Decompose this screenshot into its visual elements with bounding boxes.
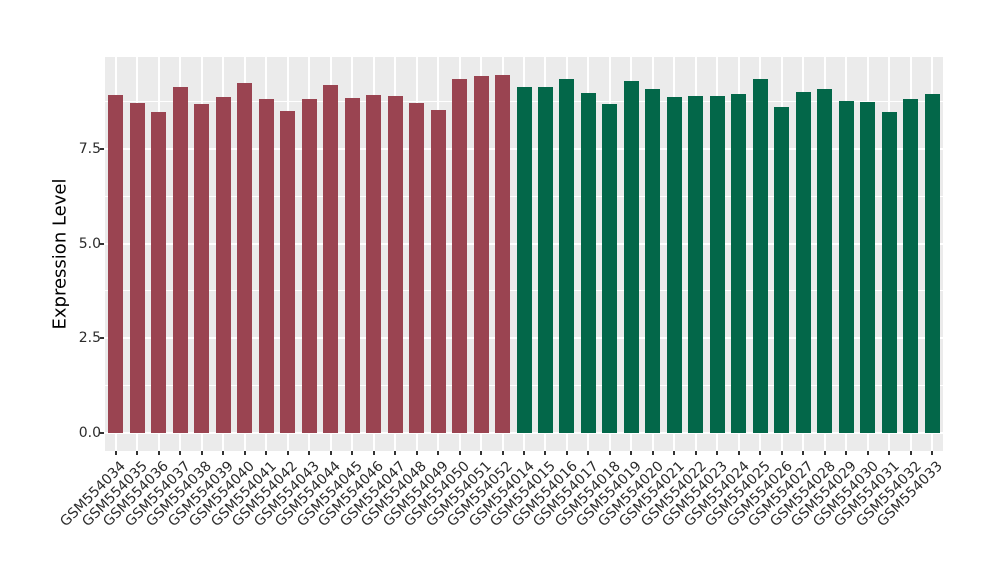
bar-GSM554040	[237, 82, 253, 433]
bar-GSM554048	[409, 102, 425, 433]
x-tick-mark	[694, 451, 697, 455]
bar-GSM554049	[430, 109, 446, 433]
bar-GSM554026	[774, 106, 790, 433]
x-tick-mark	[308, 451, 311, 455]
bar-GSM554023	[709, 95, 725, 433]
x-tick-mark	[501, 451, 504, 455]
bar-GSM554017	[580, 92, 596, 433]
bar-GSM554031	[881, 111, 897, 433]
bar-GSM554044	[323, 84, 339, 433]
bar-GSM554051	[473, 75, 489, 433]
bar-GSM554045	[344, 97, 360, 433]
x-tick-mark	[866, 451, 869, 455]
x-tick-mark	[437, 451, 440, 455]
x-tick-mark	[565, 451, 568, 455]
bar-GSM554030	[860, 101, 876, 433]
x-tick-mark	[265, 451, 268, 455]
x-tick-mark	[845, 451, 848, 455]
x-tick-mark	[351, 451, 354, 455]
y-tick-mark	[100, 242, 104, 245]
x-tick-mark	[651, 451, 654, 455]
bar-GSM554029	[838, 101, 854, 433]
x-tick-mark	[608, 451, 611, 455]
bar-GSM554027	[795, 91, 811, 433]
x-tick-mark	[909, 451, 912, 455]
x-tick-mark	[544, 451, 547, 455]
x-tick-mark	[931, 451, 934, 455]
x-tick-mark	[415, 451, 418, 455]
bar-GSM554050	[452, 78, 468, 433]
y-tick-label: 2.5	[78, 330, 101, 347]
x-tick-mark	[480, 451, 483, 455]
bar-GSM554047	[387, 95, 403, 433]
bar-GSM554014	[516, 87, 532, 433]
x-tick-mark	[394, 451, 397, 455]
x-tick-mark	[222, 451, 225, 455]
x-tick-mark	[823, 451, 826, 455]
bar-GSM554039	[215, 97, 231, 433]
y-axis-title: Expression Level	[49, 178, 71, 330]
bar-GSM554041	[258, 98, 274, 433]
x-tick-mark	[200, 451, 203, 455]
bar-GSM554020	[645, 89, 661, 433]
y-tick-mark	[100, 337, 104, 340]
x-tick-mark	[458, 451, 461, 455]
bar-GSM554025	[752, 78, 768, 433]
bar-GSM554042	[280, 111, 296, 433]
bar-GSM554043	[301, 98, 317, 433]
y-tick-label: 7.5	[78, 140, 101, 157]
bar-GSM554046	[366, 95, 382, 433]
x-tick-mark	[329, 451, 332, 455]
bar-GSM554021	[666, 96, 682, 433]
bar-GSM554024	[731, 93, 747, 433]
bar-GSM554038	[194, 104, 210, 433]
x-tick-mark	[802, 451, 805, 455]
plot-panel	[105, 57, 943, 451]
bar-GSM554015	[537, 87, 553, 433]
x-tick-mark	[716, 451, 719, 455]
bar-GSM554022	[688, 95, 704, 433]
bar-GSM554018	[602, 104, 618, 433]
y-tick-label: 5.0	[78, 235, 101, 252]
x-tick-mark	[157, 451, 160, 455]
x-tick-mark	[737, 451, 740, 455]
bar-GSM554036	[151, 112, 167, 433]
bar-GSM554034	[108, 95, 124, 433]
bar-GSM554035	[129, 103, 145, 433]
bar-GSM554052	[495, 75, 510, 433]
x-tick-mark	[630, 451, 633, 455]
bar-GSM554037	[172, 87, 188, 433]
x-tick-mark	[136, 451, 139, 455]
y-tick-label: 0.0	[78, 425, 101, 441]
bar-GSM554033	[924, 93, 940, 433]
x-tick-mark	[759, 451, 762, 455]
x-tick-mark	[286, 451, 289, 455]
x-tick-mark	[673, 451, 676, 455]
x-tick-mark	[780, 451, 783, 455]
y-tick-mark	[100, 432, 104, 434]
bar-GSM554032	[903, 98, 919, 433]
x-tick-mark	[114, 451, 117, 455]
x-tick-mark	[372, 451, 375, 455]
x-tick-mark	[888, 451, 891, 455]
x-tick-mark	[179, 451, 182, 455]
bar-GSM554016	[559, 79, 575, 433]
x-tick-mark	[523, 451, 525, 455]
x-tick-mark	[243, 451, 246, 455]
x-tick-mark	[587, 451, 590, 455]
bar-GSM554019	[623, 80, 639, 433]
bar-GSM554028	[817, 89, 833, 433]
y-tick-mark	[100, 147, 104, 150]
